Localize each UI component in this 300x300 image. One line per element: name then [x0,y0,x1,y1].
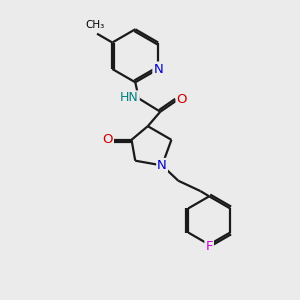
Text: CH₃: CH₃ [85,20,104,30]
Text: F: F [206,240,213,253]
Text: HN: HN [120,92,139,104]
Text: N: N [157,159,167,172]
Text: N: N [153,62,163,76]
Text: O: O [102,133,113,146]
Text: O: O [176,93,187,106]
